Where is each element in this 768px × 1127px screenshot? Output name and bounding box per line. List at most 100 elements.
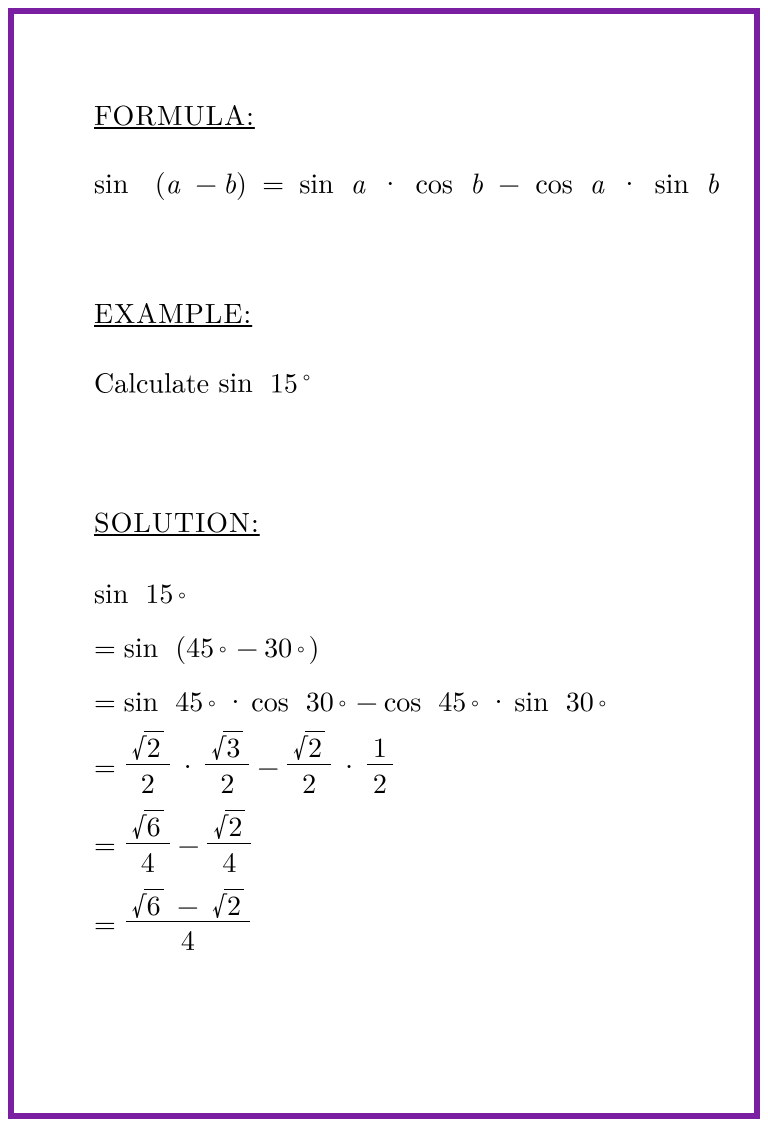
formula-expression: sin (a −b) = sin a · cos b − cos a · sin… <box>94 162 684 202</box>
angle-45: 45 <box>438 680 466 720</box>
denominator: 4 <box>175 922 201 955</box>
sin-fn: sin <box>124 626 158 666</box>
radicand: 2 <box>225 810 245 840</box>
var-a: a <box>590 162 604 202</box>
minus: − <box>177 884 199 924</box>
sin-fn: sin <box>655 162 689 202</box>
sqrt: √6 <box>132 810 164 840</box>
equals: = <box>262 162 284 202</box>
sqrt: √3 <box>211 731 243 761</box>
solution-line-6: = √6 − √2 4 <box>94 889 684 956</box>
sqrt: √2 <box>293 731 325 761</box>
solution-heading: SOLUTION: <box>94 501 684 541</box>
equals: = <box>94 745 116 785</box>
sqrt: √2 <box>213 810 245 840</box>
cdot: · <box>224 680 246 720</box>
var-a: a <box>166 162 180 202</box>
angle-30: 30 <box>264 626 292 666</box>
var-b: b <box>706 162 719 202</box>
denominator: 4 <box>216 844 242 877</box>
degree-symbol: ◦ <box>335 686 350 714</box>
sin-fn: sin <box>124 680 158 720</box>
solution-line-5: = √6 4 − √2 4 <box>94 810 684 877</box>
cos-fn: cos <box>384 680 421 720</box>
minus: − <box>257 745 279 785</box>
radicand: 2 <box>144 731 164 761</box>
open-paren: ( <box>155 162 166 202</box>
open-paren: ( <box>175 626 186 666</box>
denominator: 4 <box>135 844 161 877</box>
degree-symbol: ◦ <box>467 686 482 714</box>
degree-symbol: ◦ <box>299 360 314 388</box>
denominator: 2 <box>135 765 161 798</box>
var-b: b <box>223 162 236 202</box>
solution-line-3: = sin 45◦ · cos 30◦ − cos 45◦ · sin 30◦ <box>94 677 684 723</box>
denominator: 2 <box>214 765 240 798</box>
example-text: Calculate sin 15◦ <box>94 360 684 401</box>
fraction: √2 4 <box>207 810 251 877</box>
var-a: a <box>351 162 365 202</box>
cdot: · <box>379 162 401 202</box>
denominator: 2 <box>367 765 393 798</box>
degree-symbol: ◦ <box>595 686 610 714</box>
fraction: 1 2 <box>367 731 393 798</box>
minus: − <box>195 162 217 202</box>
cos-fn: cos <box>535 162 572 202</box>
sin-fn: sin <box>514 680 548 720</box>
radicand: 6 <box>144 810 164 840</box>
solution-line-1: sin 15◦ <box>94 569 684 615</box>
fraction: √2 2 <box>126 731 170 798</box>
formula-heading: FORMULA: <box>94 94 684 134</box>
cdot: · <box>177 745 199 785</box>
minus: − <box>178 823 200 863</box>
equals: = <box>94 680 116 720</box>
sqrt: √2 <box>132 731 164 761</box>
equals: = <box>94 902 116 942</box>
degree-symbol: ◦ <box>293 632 308 660</box>
sin-fn: sin <box>299 162 333 202</box>
sqrt: √2 <box>212 889 244 919</box>
close-paren: ) <box>236 162 247 202</box>
angle-45: 45 <box>186 626 214 666</box>
solution-steps: sin 15◦ = sin (45◦ − 30◦) = sin 45◦ · co… <box>94 569 684 955</box>
solution-line-4: = √2 2 · √3 2 − √2 2 · 1 2 <box>94 731 684 798</box>
radicand: 6 <box>144 889 164 919</box>
calculate-label: Calculate <box>94 361 218 401</box>
minus: − <box>498 162 520 202</box>
equals: = <box>94 823 116 863</box>
var-b: b <box>470 162 483 202</box>
minus: − <box>236 626 258 666</box>
minus: − <box>356 680 378 720</box>
degree-symbol: ◦ <box>204 686 219 714</box>
angle-15: 15 <box>145 572 173 612</box>
angle-15: 15 <box>270 361 298 401</box>
radicand: 2 <box>305 731 325 761</box>
angle-45: 45 <box>175 680 203 720</box>
close-paren: ) <box>308 626 319 666</box>
fraction: √6 4 <box>126 810 170 877</box>
fraction: √3 2 <box>205 731 249 798</box>
radicand: 3 <box>223 731 243 761</box>
sin-fn: sin <box>218 361 252 401</box>
angle-30: 30 <box>566 680 594 720</box>
solution-line-2: = sin (45◦ − 30◦) <box>94 623 684 669</box>
document-frame: FORMULA: sin (a −b) = sin a · cos b − co… <box>8 8 760 1119</box>
cdot: · <box>488 680 510 720</box>
example-heading: EXAMPLE: <box>94 292 684 332</box>
radicand: 2 <box>224 889 244 919</box>
numerator: 1 <box>367 731 393 765</box>
angle-30: 30 <box>306 680 334 720</box>
cos-fn: cos <box>415 162 452 202</box>
sin-fn: sin <box>94 572 128 612</box>
cdot: · <box>618 162 640 202</box>
degree-symbol: ◦ <box>215 632 230 660</box>
sqrt: √6 <box>132 889 164 919</box>
fraction: √2 2 <box>287 731 331 798</box>
sin-fn: sin <box>94 162 128 202</box>
cos-fn: cos <box>251 680 288 720</box>
cdot: · <box>338 745 360 785</box>
equals: = <box>94 626 116 666</box>
degree-symbol: ◦ <box>174 578 189 606</box>
fraction: √6 − √2 4 <box>126 889 250 956</box>
denominator: 2 <box>296 765 322 798</box>
